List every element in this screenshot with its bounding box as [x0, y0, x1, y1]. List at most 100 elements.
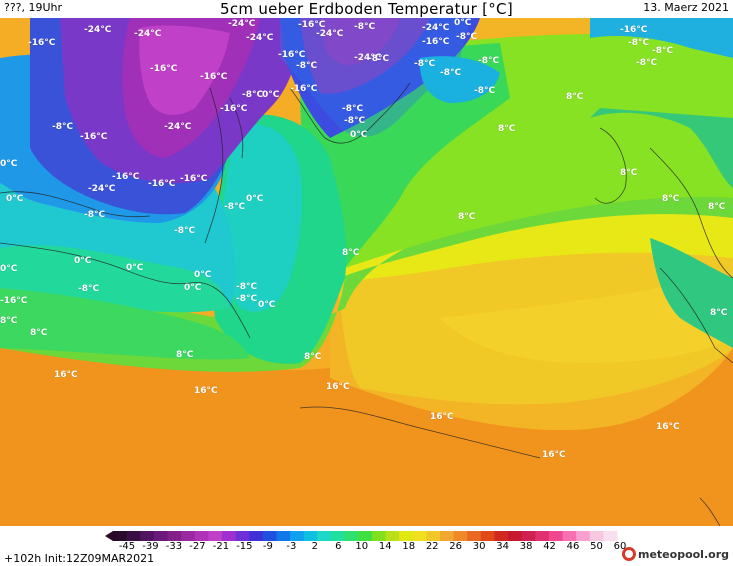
- isotherm-label: 0°C: [258, 300, 276, 310]
- color-scale-tick: -15: [236, 541, 253, 552]
- color-scale-cell: [303, 531, 318, 541]
- isotherm-label: 8°C: [0, 316, 18, 326]
- color-scale-cell: [276, 531, 291, 541]
- color-scale-cell: [603, 531, 618, 541]
- isotherm-label: 0°C: [184, 283, 202, 293]
- isotherm-label: -8°C: [478, 56, 500, 66]
- isotherm-label: 16°C: [656, 422, 680, 432]
- valid-time-label: ???, 19Uhr: [4, 1, 63, 14]
- isotherm-label: -16°C: [80, 132, 108, 142]
- isotherm-label: 16°C: [430, 412, 454, 422]
- isotherm-label: -16°C: [620, 25, 648, 35]
- color-scale-cell: [262, 531, 277, 541]
- color-scale-tick: -33: [165, 541, 183, 552]
- isotherm-label: -16°C: [422, 37, 450, 47]
- meteopool-logo-icon: [622, 547, 636, 561]
- isotherm-label: -8°C: [236, 282, 258, 292]
- isotherm-label: -8°C: [236, 294, 258, 304]
- isotherm-label: -8°C: [224, 202, 246, 212]
- isotherm-label: 8°C: [710, 308, 728, 318]
- color-scale-cell: [181, 531, 196, 541]
- isotherm-label: -8°C: [52, 122, 74, 132]
- color-scale-cell: [167, 531, 182, 541]
- color-scale-tick: 6: [335, 541, 342, 552]
- isotherm-label: 8°C: [30, 328, 48, 338]
- color-scale: [105, 531, 618, 541]
- isotherm-label: 8°C: [176, 350, 194, 360]
- isotherm-label: -16°C: [150, 64, 178, 74]
- isotherm-label: -16°C: [220, 104, 248, 114]
- isotherm-label: -24°C: [422, 23, 450, 33]
- isotherm-label: -8°C: [636, 58, 658, 68]
- meteopool-logo[interactable]: meteopool.org: [622, 546, 729, 562]
- isotherm-label: -24°C: [228, 19, 256, 29]
- color-scale-cell: [330, 531, 346, 541]
- isotherm-label: -8°C: [474, 86, 496, 96]
- color-scale-cell: [494, 531, 509, 541]
- color-scale-cell: [453, 531, 468, 541]
- isotherm-label: -8°C: [414, 59, 436, 69]
- isotherm-label: 8°C: [566, 92, 584, 102]
- color-scale-tick: -45: [118, 541, 136, 552]
- color-scale-tick: 2: [311, 541, 318, 552]
- color-scale-cell: [371, 531, 386, 541]
- isotherm-label: 0°C: [0, 264, 18, 274]
- color-scale-cell: [562, 531, 577, 541]
- color-scale-cell: [467, 531, 482, 541]
- isotherm-label: -16°C: [28, 38, 56, 48]
- isotherm-label: -8°C: [174, 226, 196, 236]
- isotherm-label: 0°C: [246, 194, 264, 204]
- map-title: 5cm ueber Erdboden Temperatur [°C]: [220, 0, 513, 18]
- isotherm-label: -24°C: [88, 184, 116, 194]
- isotherm-label: -16°C: [148, 179, 176, 189]
- color-scale-tick: 26: [449, 541, 463, 552]
- isotherm-label: -8°C: [78, 284, 100, 294]
- isotherm-label: 8°C: [620, 168, 638, 178]
- color-scale-cell: [235, 531, 250, 541]
- color-scale-tick: 34: [496, 541, 509, 552]
- color-scale-ticks: -45 -39 -33 -27 -21 -15 -9 -3 2 6 10 14 18 22 26 30 34 38…: [105, 541, 627, 553]
- isotherm-label: 8°C: [708, 202, 726, 212]
- color-scale-tick: -9: [262, 541, 273, 552]
- color-scale-cell: [140, 531, 155, 541]
- isotherm-label: 8°C: [342, 248, 360, 258]
- color-scale-cell: [589, 531, 604, 541]
- color-scale-tick: 60: [613, 541, 627, 552]
- color-scale-tick: 30: [472, 541, 486, 552]
- isotherm-label: -16°C: [180, 174, 208, 184]
- color-scale-cell: [221, 531, 237, 541]
- color-scale-tick: 14: [378, 541, 392, 552]
- isotherm-label: -24°C: [246, 33, 274, 43]
- isotherm-label: -8°C: [354, 22, 376, 32]
- color-scale-cell: [576, 531, 591, 541]
- temperature-map: -24°C -24°C -16°C -24°C -16°C -24°C -24°…: [0, 18, 733, 526]
- isotherm-label: 8°C: [498, 124, 516, 134]
- isotherm-label: -16°C: [0, 296, 28, 306]
- color-scale-tick: 18: [402, 541, 416, 552]
- isotherm-label: -8°C: [628, 38, 650, 48]
- color-scale-cell: [317, 531, 332, 541]
- color-scale-cell: [399, 531, 414, 541]
- isotherm-label: -24°C: [164, 122, 192, 132]
- color-scale-tick: -27: [189, 541, 206, 552]
- color-scale-cell: [194, 531, 209, 541]
- isotherm-label: 16°C: [54, 370, 78, 380]
- isotherm-label: 16°C: [194, 386, 218, 396]
- isotherm-label: -8°C: [296, 61, 318, 71]
- color-scale-cell: [249, 531, 264, 541]
- isotherm-label: -16°C: [278, 50, 306, 60]
- color-scale-cell: [126, 531, 141, 541]
- color-scale-cell: [358, 531, 373, 541]
- init-time-label: +102h Init:12Z09MAR2021: [4, 552, 155, 565]
- color-scale-cell: [521, 531, 536, 541]
- isotherm-label: -8°C: [342, 104, 364, 114]
- color-scale-cell: [535, 531, 550, 541]
- color-scale-cell: [480, 531, 495, 541]
- color-scale-tick: 38: [519, 541, 533, 552]
- color-scale-cell: [508, 531, 523, 541]
- color-scale-cell: [548, 531, 564, 541]
- isotherm-label: 0°C: [454, 18, 472, 28]
- isotherm-label: -24°C: [316, 29, 344, 39]
- isotherm-label: -16°C: [290, 84, 318, 94]
- isotherm-label: -8°C: [456, 32, 478, 42]
